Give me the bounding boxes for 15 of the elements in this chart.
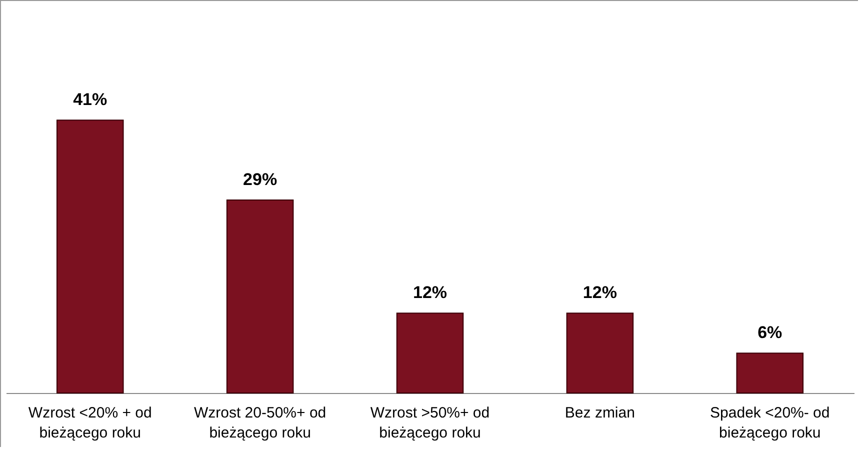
bar <box>226 200 294 394</box>
bar <box>736 352 804 394</box>
bar <box>566 312 634 394</box>
data-label: 12% <box>582 283 617 302</box>
x-tick-label: Wzrost 20-50%+ od bieżącego roku <box>194 404 326 442</box>
data-label: 29% <box>243 170 278 190</box>
bar <box>56 120 124 394</box>
x-tick-label: Wzrost >50%+ od bieżącego roku <box>370 404 490 442</box>
x-tick-label: Spadek <20%- od bieżącego roku <box>710 404 830 442</box>
data-label: 12% <box>412 283 448 302</box>
data-label: 6% <box>758 323 782 342</box>
x-tick-label: Wzrost <20% + od bieżącego roku <box>28 404 152 442</box>
x-tick-label: Bez zmian <box>564 404 635 422</box>
bar <box>396 312 464 394</box>
data-label: 41% <box>73 90 108 110</box>
